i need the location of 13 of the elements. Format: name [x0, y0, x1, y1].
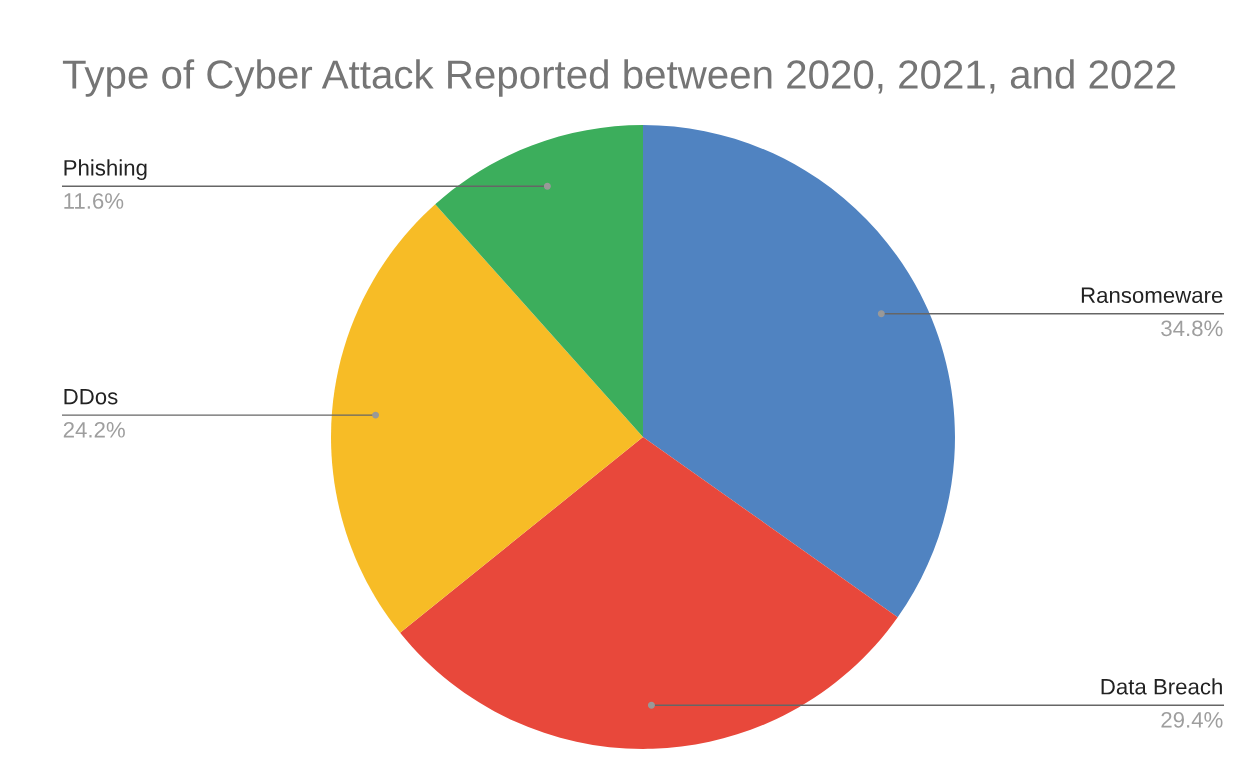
slice-label: Data Breach	[1101, 678, 1222, 695]
pie-slice	[435, 125, 643, 437]
slice-label: Ransomeware	[1081, 287, 1223, 304]
data-label: 29.4%	[1161, 712, 1223, 728]
pie-slice	[331, 204, 643, 633]
chart-title: Type of Cyber Attack Reported between 2020, 2021, and 2022	[62, 59, 1176, 97]
pie-slice	[400, 437, 898, 749]
pie-slice	[643, 125, 955, 618]
data-label: 24.2%	[63, 421, 125, 438]
data-label: 11.6%	[64, 193, 124, 209]
data-label: 34.8%	[1161, 320, 1223, 337]
slice-label: Phishing	[64, 159, 147, 181]
slice-label: DDos	[64, 388, 118, 405]
